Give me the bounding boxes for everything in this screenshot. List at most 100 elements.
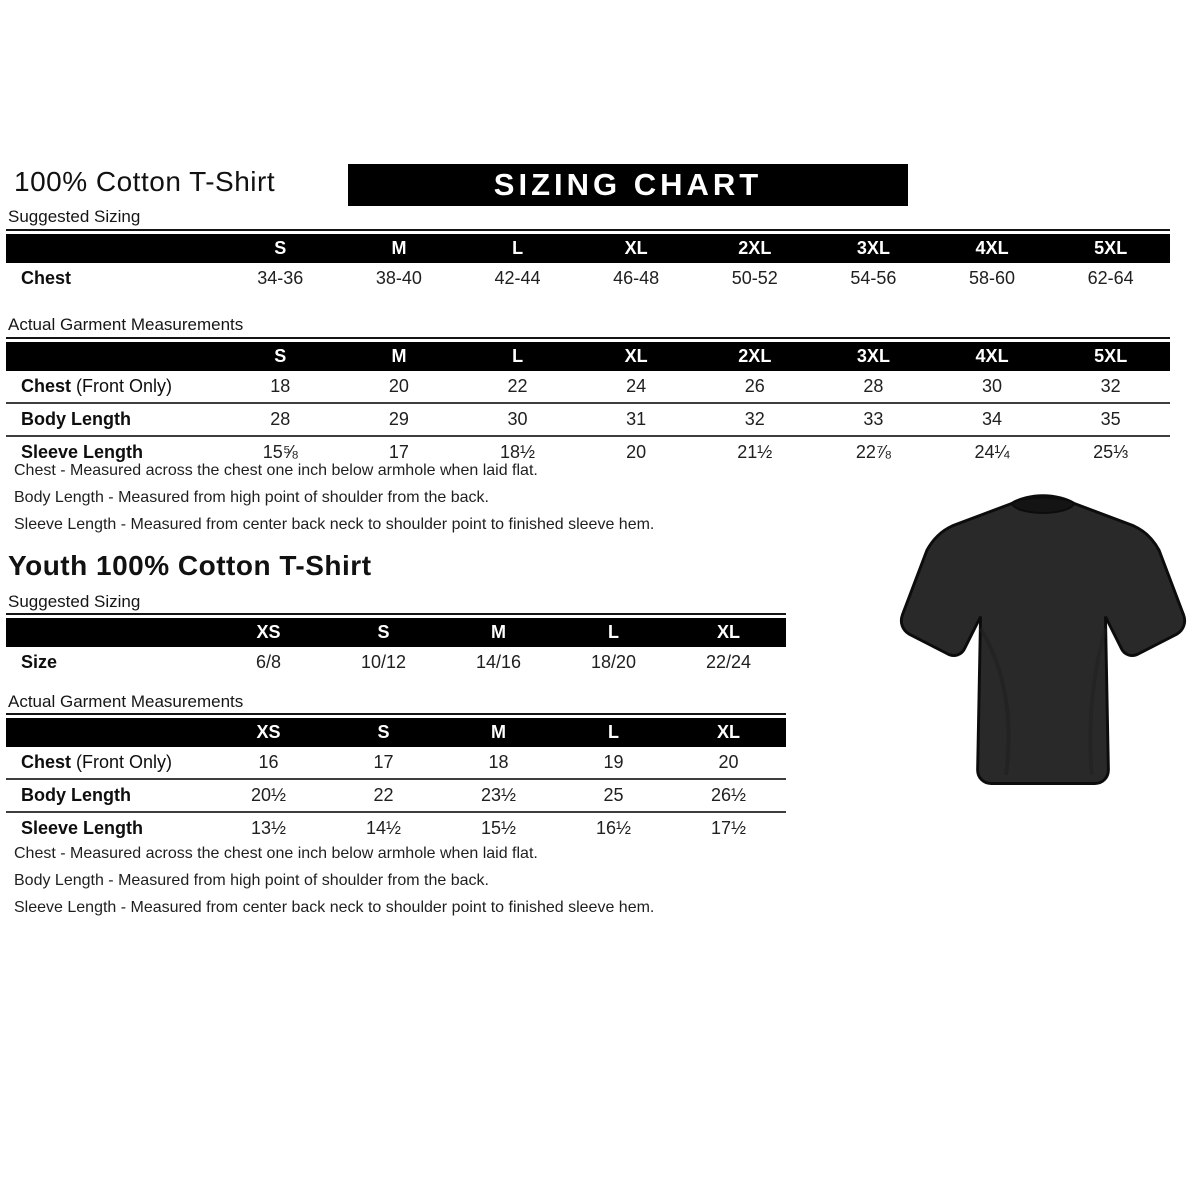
table-cell: 21½ xyxy=(737,442,773,462)
row-label: Chest xyxy=(6,268,221,289)
table-top-rule xyxy=(6,713,786,718)
table-cell: 35 xyxy=(1100,409,1121,429)
table-cell: 62-64 xyxy=(1087,268,1134,288)
table-cell: 26 xyxy=(744,376,765,396)
note-sleeve-length: Sleeve Length - Measured from center bac… xyxy=(14,516,655,533)
table-top-rule xyxy=(6,337,1170,342)
row-label-text: Chest xyxy=(21,268,72,288)
column-header: M xyxy=(391,346,407,366)
table-cell: 25⅓ xyxy=(1093,442,1129,462)
table-cell: 22/24 xyxy=(705,652,752,672)
column-header: 5XL xyxy=(1094,346,1128,366)
column-header: 5XL xyxy=(1094,238,1128,258)
table-cell: 32 xyxy=(1100,376,1121,396)
table-cell: 33 xyxy=(863,409,884,429)
row-label-text: Sleeve Length xyxy=(21,442,144,462)
table-cell: 28 xyxy=(270,409,291,429)
note-sleeve-length: Sleeve Length - Measured from center bac… xyxy=(14,899,655,916)
table-row: Size 6/8 10/12 14/16 18/20 22/24 xyxy=(6,647,786,678)
table-header-row: XS S M L XL xyxy=(6,718,786,747)
column-header: M xyxy=(391,238,407,258)
note-body-length: Body Length - Measured from high point o… xyxy=(14,872,489,889)
youth-title: Youth 100% Cotton T-Shirt xyxy=(8,550,372,581)
table-cell: 22 xyxy=(507,376,528,396)
table-row: Sleeve Length 15⅝ 17 18½ 20 21½ 22⅞ 24¼ … xyxy=(6,435,1170,468)
youth-actual-measurements-table: XS S M L XL Chest (Front Only) 16 17 18 … xyxy=(6,713,786,844)
table-cell: 29 xyxy=(388,409,409,429)
table-cell: 16½ xyxy=(595,818,632,838)
column-header: XS xyxy=(256,722,281,742)
table-cell: 13½ xyxy=(250,818,287,838)
table-cell: 32 xyxy=(744,409,765,429)
table-cell: 42-44 xyxy=(494,268,541,288)
table-cell: 23½ xyxy=(480,785,517,805)
table-row: Body Length 28 29 30 31 32 33 34 35 xyxy=(6,402,1170,435)
row-label: Size xyxy=(6,652,211,673)
table-row: Chest (Front Only) 18 20 22 24 26 28 30 … xyxy=(6,371,1170,402)
table-cell: 50-52 xyxy=(731,268,778,288)
column-header: XL xyxy=(624,238,648,258)
column-header: L xyxy=(512,238,524,258)
column-header: L xyxy=(608,722,619,742)
note-chest: Chest - Measured across the chest one in… xyxy=(14,845,538,862)
adult-suggested-sizing-label: Suggested Sizing xyxy=(8,207,141,226)
row-label: Body Length xyxy=(6,409,221,430)
tshirt-illustration xyxy=(899,494,1187,785)
table-top-rule xyxy=(6,613,786,618)
youth-measurement-notes: Chest - Measured across the chest one in… xyxy=(14,840,654,921)
column-header: 4XL xyxy=(975,346,1009,366)
table-cell: 31 xyxy=(626,409,647,429)
column-header: 2XL xyxy=(738,238,772,258)
column-header: S xyxy=(274,238,287,258)
youth-suggested-sizing-label: Suggested Sizing xyxy=(8,592,141,611)
column-header: S xyxy=(377,722,390,742)
table-cell: 20 xyxy=(718,752,739,772)
table-cell: 14½ xyxy=(365,818,402,838)
column-header: L xyxy=(512,346,524,366)
column-header: 3XL xyxy=(856,238,890,258)
row-label: Body Length xyxy=(6,785,211,806)
table-cell: 18 xyxy=(488,752,509,772)
table-cell: 18 xyxy=(270,376,291,396)
table-cell: 20½ xyxy=(250,785,287,805)
row-label: Sleeve Length xyxy=(6,442,221,463)
row-label-text: Chest xyxy=(21,376,72,396)
column-header: M xyxy=(491,622,506,642)
adult-measurement-notes: Chest - Measured across the chest one in… xyxy=(14,457,654,538)
column-header: 3XL xyxy=(856,346,890,366)
table-cell: 25 xyxy=(603,785,624,805)
table-cell: 38-40 xyxy=(375,268,422,288)
table-cell: 54-56 xyxy=(850,268,897,288)
table-cell: 28 xyxy=(863,376,884,396)
table-cell: 6/8 xyxy=(255,652,282,672)
row-label-text: Sleeve Length xyxy=(21,818,144,838)
table-cell: 22⅞ xyxy=(855,442,891,462)
adult-title: 100% Cotton T-Shirt xyxy=(14,166,276,197)
column-header: 2XL xyxy=(738,346,772,366)
table-header-row: S M L XL 2XL 3XL 4XL 5XL xyxy=(6,234,1170,263)
table-cell: 15⅝ xyxy=(262,442,298,462)
sizing-chart-banner: SIZING CHART xyxy=(348,164,908,206)
row-label-suffix: (Front Only) xyxy=(71,376,173,396)
table-cell: 24 xyxy=(626,376,647,396)
table-cell: 18½ xyxy=(500,442,536,462)
column-header: S xyxy=(377,622,390,642)
table-cell: 20 xyxy=(626,442,647,462)
table-cell: 10/12 xyxy=(360,652,407,672)
table-cell: 30 xyxy=(982,376,1003,396)
table-cell: 34 xyxy=(982,409,1003,429)
adult-actual-measurements-table: S M L XL 2XL 3XL 4XL 5XL Chest (Front On… xyxy=(6,337,1170,468)
table-cell: 16 xyxy=(258,752,279,772)
table-cell: 18/20 xyxy=(590,652,637,672)
table-cell: 14/16 xyxy=(475,652,522,672)
column-header: XS xyxy=(256,622,281,642)
row-label: Sleeve Length xyxy=(6,818,211,839)
table-cell: 26½ xyxy=(710,785,747,805)
row-label-text: Body Length xyxy=(21,409,131,429)
table-cell: 19 xyxy=(603,752,624,772)
table-cell: 17 xyxy=(388,442,409,462)
table-cell: 15½ xyxy=(480,818,517,838)
row-label: Chest (Front Only) xyxy=(6,752,211,773)
table-cell: 24¼ xyxy=(974,442,1010,462)
